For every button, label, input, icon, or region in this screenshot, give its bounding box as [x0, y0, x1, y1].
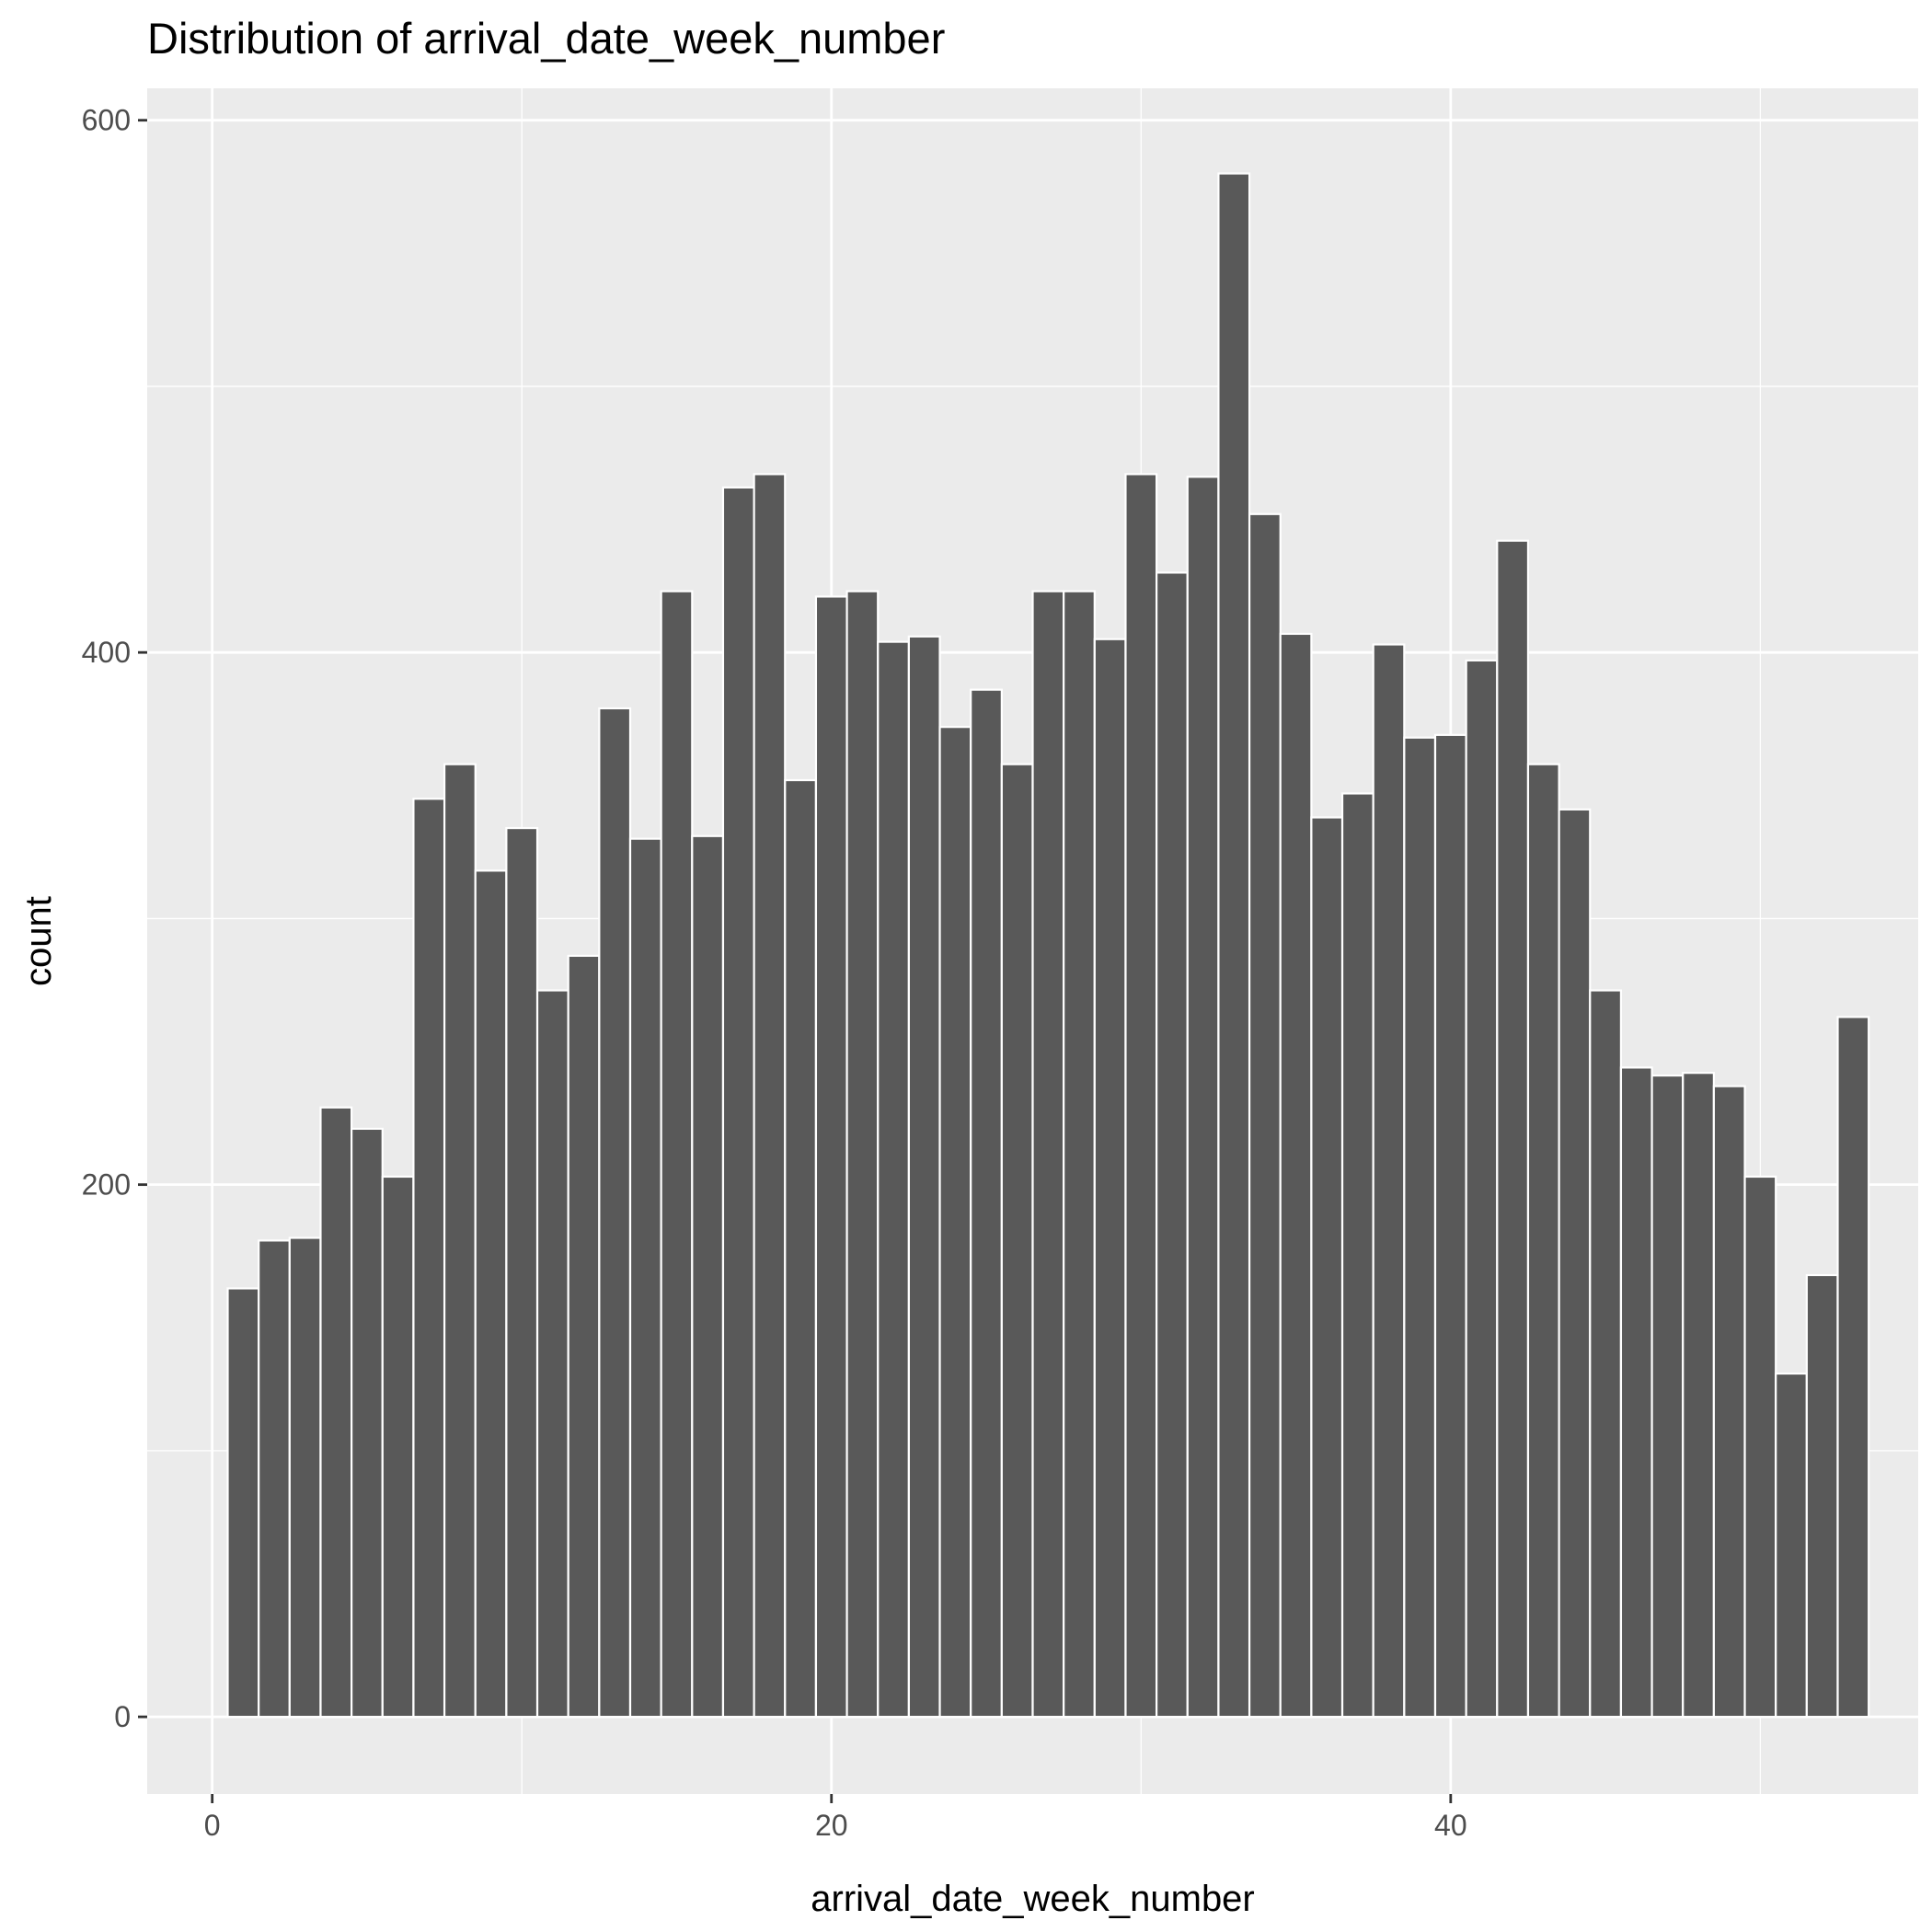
y-tick-label: 200: [82, 1168, 131, 1202]
y-tick-label: 400: [82, 636, 131, 669]
histogram-bar: [1186, 476, 1220, 1719]
histogram-bar: [970, 688, 1003, 1719]
histogram-bar: [1682, 1072, 1715, 1719]
histogram-bar: [1217, 172, 1251, 1719]
histogram-bar: [1433, 733, 1467, 1719]
histogram-bar: [1465, 659, 1499, 1719]
histogram-bar: [1743, 1175, 1777, 1719]
histogram-bar: [474, 869, 508, 1719]
histogram-bar: [1712, 1085, 1746, 1719]
histogram-bar: [505, 826, 539, 1719]
x-tick-label: 40: [1434, 1809, 1467, 1842]
histogram-bar: [938, 726, 972, 1719]
histogram-bar: [877, 640, 910, 1719]
y-tick-label: 600: [82, 104, 131, 137]
histogram-bar: [1775, 1372, 1808, 1719]
histogram-bar: [1000, 763, 1034, 1719]
histogram-bar: [288, 1236, 322, 1719]
histogram-bar: [1063, 590, 1096, 1719]
histogram-bar: [1310, 816, 1344, 1719]
histogram-bar: [443, 763, 477, 1719]
chart-title: Distribution of arrival_date_week_number: [147, 14, 946, 63]
histogram-bar: [258, 1239, 291, 1719]
histogram-bar: [567, 954, 601, 1719]
histogram-bar: [907, 635, 941, 1719]
histogram-bar: [1248, 512, 1282, 1719]
histogram-bar: [753, 473, 787, 1719]
histogram-bar: [381, 1175, 415, 1719]
y-axis-title: count: [18, 896, 59, 986]
histogram-bar: [1496, 539, 1530, 1719]
histogram-bar: [1836, 1016, 1870, 1719]
histogram-bar: [319, 1106, 353, 1719]
histogram-bar: [1403, 736, 1437, 1719]
histogram-bar: [1650, 1074, 1685, 1719]
histogram-bar: [628, 837, 662, 1719]
histogram-bar: [1526, 763, 1560, 1719]
histogram-bar: [1589, 989, 1623, 1719]
histogram-bar: [721, 486, 755, 1719]
y-tick-label: 0: [114, 1700, 131, 1733]
histogram-bar: [226, 1287, 260, 1719]
histogram-bar: [1031, 590, 1065, 1719]
histogram-bar: [845, 590, 880, 1719]
histogram-bar: [1372, 643, 1406, 1719]
histogram-bar: [814, 595, 848, 1719]
histogram-bar: [691, 834, 725, 1719]
histogram-bar: [351, 1127, 384, 1719]
histogram-bar: [1340, 792, 1374, 1719]
histogram-bar: [412, 798, 446, 1719]
x-tick-label: 20: [815, 1809, 848, 1842]
histogram-bar: [1093, 638, 1127, 1719]
histogram-bar: [1805, 1273, 1839, 1719]
histogram-bar: [660, 590, 694, 1719]
x-axis-title: arrival_date_week_number: [811, 1879, 1255, 1919]
histogram-bar: [1156, 571, 1189, 1719]
x-tick-label: 0: [204, 1809, 221, 1842]
histogram-bar: [1558, 808, 1592, 1719]
histogram-bar: [784, 778, 818, 1719]
histogram-bar: [535, 989, 569, 1719]
histogram-bar: [1619, 1066, 1653, 1719]
histogram-bar: [598, 707, 632, 1719]
histogram-bar: [1124, 473, 1158, 1719]
histogram-bar: [1279, 632, 1313, 1719]
